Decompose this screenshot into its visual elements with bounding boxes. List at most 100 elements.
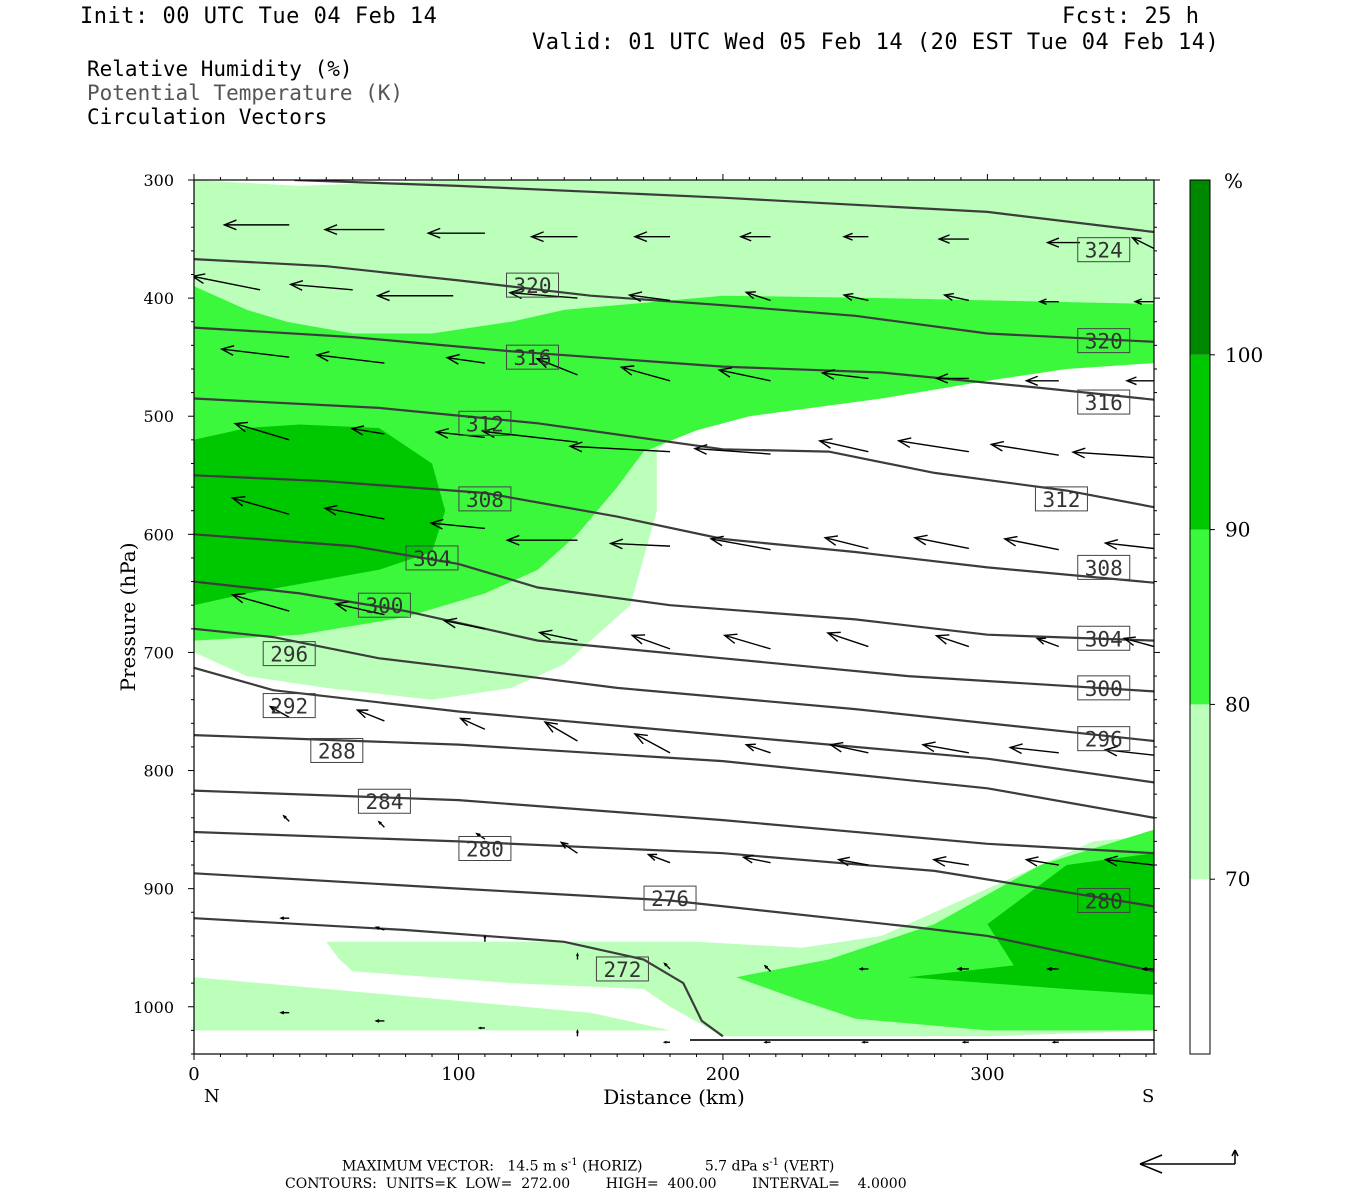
theta-label-box: [1034, 486, 1088, 512]
vector-head: [282, 814, 287, 819]
vector-66: [828, 741, 869, 754]
vector-head: [1103, 538, 1119, 550]
vector-20: [219, 345, 290, 358]
vector-head: [576, 1028, 579, 1034]
vector-4: [633, 231, 671, 243]
vector-head: [1045, 237, 1060, 248]
legend-vectors: Circulation Vectors: [87, 105, 328, 129]
vector-head: [842, 232, 853, 241]
vector-head: [288, 280, 304, 291]
vector-27: [934, 373, 969, 384]
vector-head: [508, 288, 523, 300]
vector-shaft: [1026, 858, 1059, 866]
vector-head: [1130, 236, 1142, 245]
theta-label-320-1: 320: [506, 272, 560, 298]
colorbar-tick-label: 80: [1225, 692, 1250, 716]
vector-88: [956, 966, 969, 972]
vector-35: [693, 444, 771, 455]
vector-shaft: [746, 291, 771, 302]
vector-head: [559, 841, 569, 849]
vector-head: [219, 345, 235, 356]
theta-label-text: 304: [1085, 627, 1123, 651]
vector-head: [934, 634, 950, 645]
theta-label-316-2: 316: [1077, 389, 1131, 415]
theta-label-text: 312: [466, 412, 504, 436]
vector-86: [763, 964, 772, 972]
vector-13: [508, 288, 578, 300]
theta-label-text: 308: [1085, 556, 1123, 580]
vector-shaft: [1105, 542, 1154, 550]
vector-head: [315, 350, 330, 362]
vector-head: [744, 291, 756, 300]
vector-shaft: [324, 507, 385, 520]
vector-head: [913, 534, 928, 546]
theta-label-text: 308: [466, 488, 504, 512]
vector-68: [1008, 743, 1059, 755]
vector-shaft: [719, 369, 771, 382]
vector-head: [989, 440, 1005, 452]
vector-96: [662, 1040, 671, 1044]
vector-head: [543, 721, 558, 733]
rh-region-90-2: [194, 424, 446, 606]
vector-3: [529, 231, 578, 243]
theta-label-box: [262, 693, 316, 719]
vector-shaft: [447, 356, 486, 364]
vector-shaft: [991, 443, 1059, 456]
vector-83: [483, 934, 487, 942]
vector-head: [374, 1019, 380, 1023]
vector-head: [1038, 298, 1047, 305]
vector-2: [426, 227, 485, 239]
theta-label-box: [1077, 554, 1131, 580]
vector-head: [1103, 855, 1119, 867]
vector-head: [576, 952, 579, 957]
vector-head: [763, 964, 769, 969]
vector-67: [921, 741, 969, 754]
vector-head: [222, 219, 237, 231]
theta-line-300: [194, 580, 1154, 693]
vector-head: [377, 820, 382, 825]
vector-head: [722, 633, 738, 644]
vector-31: [350, 425, 385, 436]
vector-37: [896, 437, 969, 453]
vector-head: [374, 926, 380, 930]
vector-head: [861, 1040, 866, 1044]
vector-87: [858, 967, 869, 971]
x-axis-label: Distance (km): [603, 1085, 745, 1109]
theta-label-312-1: 312: [458, 410, 512, 436]
vector-76: [836, 856, 869, 867]
vector-head: [896, 437, 912, 449]
vector-62: [458, 717, 486, 730]
vector-9: [1130, 236, 1154, 250]
vector-shaft: [933, 858, 969, 866]
vector-head: [355, 709, 369, 719]
vector-41: [323, 504, 385, 520]
vector-head: [741, 854, 754, 864]
vector-head: [426, 227, 441, 239]
vector-shaft: [1072, 451, 1154, 459]
theta-label-text: 296: [1085, 728, 1123, 752]
vector-shaft: [631, 634, 671, 650]
vector-head: [934, 373, 949, 384]
theta-label-text: 280: [1085, 889, 1123, 913]
max-horiz-tail: (HORIZ): [582, 1158, 643, 1175]
y-tick-label: 300: [143, 171, 174, 190]
theta-line-312: [194, 397, 1154, 509]
vector-0: [222, 219, 290, 231]
vector-shaft: [235, 422, 290, 441]
circulation-vectors: [194, 219, 1154, 1044]
vector-head: [820, 368, 836, 380]
vector-1: [323, 224, 385, 236]
vector-94: [477, 1026, 485, 1030]
vector-shaft: [827, 632, 869, 648]
vector-shaft: [629, 294, 671, 302]
vector-26: [820, 368, 869, 380]
theta-label-box: [458, 486, 512, 512]
max-vert-exponent: -1: [769, 1157, 780, 1168]
vector-head: [828, 741, 844, 753]
vector-head: [858, 967, 864, 971]
vector-44: [608, 538, 671, 550]
vector-56: [826, 631, 869, 648]
vector-65: [744, 743, 771, 754]
vector-head: [1133, 298, 1142, 305]
theta-label-box: [458, 835, 512, 861]
